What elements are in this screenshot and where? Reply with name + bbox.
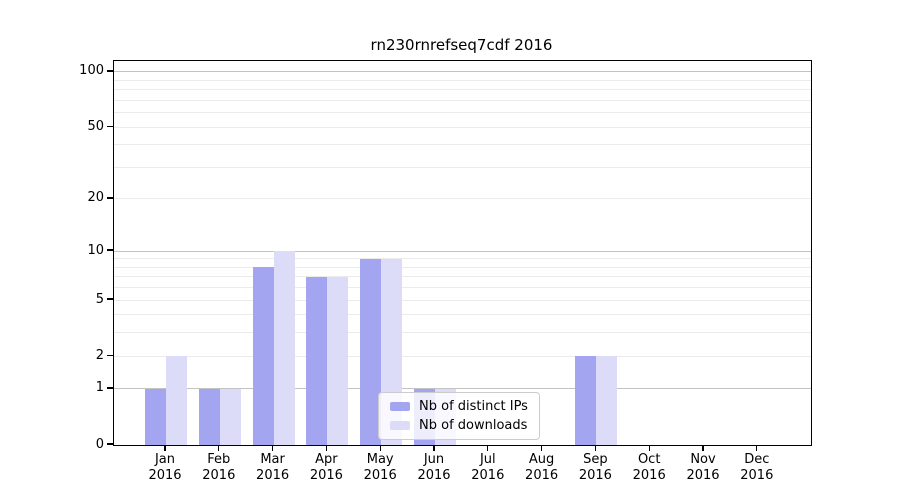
xtick-mark-jul <box>487 445 489 452</box>
legend-swatch-downloads <box>390 421 410 430</box>
gridline-minor-40 <box>114 144 811 146</box>
gridline-major-100 <box>114 71 811 73</box>
gridline-minor-6 <box>114 287 811 289</box>
xtick-mark-apr <box>325 445 328 452</box>
gridline-minor-2 <box>114 355 811 357</box>
gridline-major-10 <box>114 250 811 252</box>
legend-swatch-distinct-ips <box>390 402 410 411</box>
legend-item-downloads: Nb of downloads <box>390 419 528 432</box>
xtick-label-dec: Dec 2016 <box>740 452 774 483</box>
gridline-minor-60 <box>114 112 811 114</box>
legend-label-distinct-ips: Nb of distinct IPs <box>419 399 528 414</box>
bar-downloads-sep <box>596 356 618 445</box>
bar-distinct_ips-jan <box>145 388 166 445</box>
gridline-minor-8 <box>114 266 811 268</box>
xtick-mark-may <box>379 445 381 452</box>
xtick-mark-aug <box>540 445 543 452</box>
ytick-mark-5 <box>107 298 113 300</box>
gridline-minor-50 <box>114 126 811 128</box>
xtick-label-jun: Jun 2016 <box>417 452 451 483</box>
bar-distinct_ips-apr <box>306 276 328 445</box>
ytick-mark-20 <box>107 197 113 199</box>
gridline-minor-30 <box>114 166 811 168</box>
ytick-mark-2 <box>107 354 113 356</box>
ytick-mark-100 <box>107 70 113 72</box>
gridline-minor-20 <box>114 198 811 200</box>
ytick-label-1: 1 <box>95 380 104 396</box>
ytick-mark-0 <box>107 443 113 445</box>
ytick-label-20: 20 <box>87 190 104 206</box>
xtick-mark-nov <box>702 445 704 452</box>
ytick-label-5: 5 <box>95 291 104 307</box>
ytick-mark-1 <box>107 387 113 389</box>
xtick-label-apr: Apr 2016 <box>309 452 343 483</box>
bar-downloads-mar <box>273 251 295 445</box>
xtick-mark-jun <box>433 445 435 452</box>
xtick-label-sep: Sep 2016 <box>578 452 612 483</box>
gridline-minor-7 <box>114 276 811 278</box>
xtick-label-oct: Oct 2016 <box>632 452 666 483</box>
legend-label-downloads: Nb of downloads <box>419 418 528 433</box>
ytick-mark-50 <box>107 125 113 127</box>
gridline-minor-90 <box>114 79 811 81</box>
xtick-label-may: May 2016 <box>363 452 397 483</box>
plot-area: Nb of distinct IPs Nb of downloads <box>113 60 812 446</box>
gridline-minor-80 <box>114 89 811 91</box>
ytick-label-10: 10 <box>87 242 104 258</box>
bar-distinct_ips-feb <box>198 388 220 445</box>
xtick-mark-dec <box>756 445 758 452</box>
legend-item-distinct-ips: Nb of distinct IPs <box>390 400 528 413</box>
bar-downloads-apr <box>327 276 349 445</box>
xtick-mark-feb <box>218 445 220 452</box>
xtick-mark-jan <box>164 445 166 452</box>
gridline-minor-70 <box>114 99 811 101</box>
bar-distinct_ips-may <box>360 258 382 445</box>
ytick-label-50: 50 <box>87 118 104 134</box>
gridline-major-1 <box>114 388 811 390</box>
gridline-minor-9 <box>114 258 811 260</box>
xtick-mark-oct <box>648 445 650 452</box>
xtick-label-mar: Mar 2016 <box>256 452 290 483</box>
xtick-label-jul: Jul 2016 <box>471 452 505 483</box>
gridline-minor-5 <box>114 299 811 301</box>
xtick-mark-mar <box>271 445 274 452</box>
ytick-label-2: 2 <box>95 347 104 363</box>
xtick-mark-sep <box>594 445 597 452</box>
xtick-label-nov: Nov 2016 <box>686 452 720 483</box>
bar-downloads-jan <box>166 356 187 445</box>
gridline-minor-3 <box>114 332 811 334</box>
xtick-label-jan: Jan 2016 <box>148 452 182 483</box>
bar-distinct_ips-mar <box>252 267 274 445</box>
gridline-minor-4 <box>114 314 811 316</box>
bar-downloads-feb <box>219 388 241 445</box>
xtick-label-aug: Aug 2016 <box>525 452 559 483</box>
legend: Nb of distinct IPs Nb of downloads <box>378 392 540 440</box>
chart-title: rn230rnrefseq7cdf 2016 <box>370 36 553 54</box>
ytick-label-100: 100 <box>79 63 104 79</box>
ytick-label-0: 0 <box>95 436 104 452</box>
bar-distinct_ips-sep <box>575 356 597 445</box>
xtick-label-feb: Feb 2016 <box>202 452 236 483</box>
ytick-mark-10 <box>107 249 113 251</box>
